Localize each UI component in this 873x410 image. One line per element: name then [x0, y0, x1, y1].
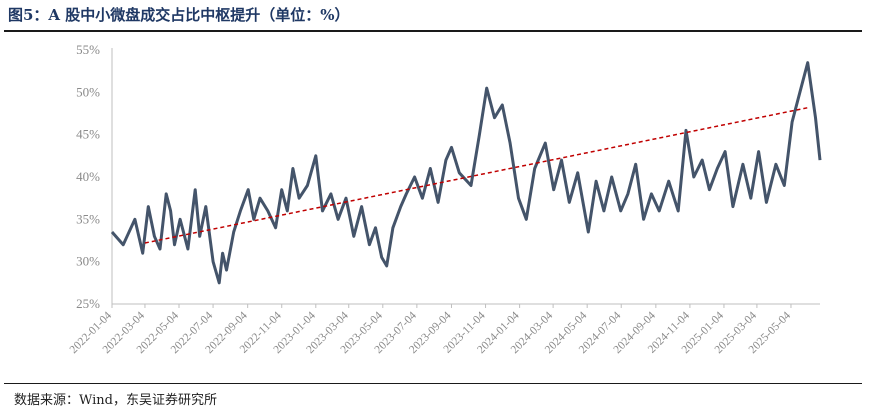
figure-title: 图5：A 股中小微盘成交占比中枢提升（单位：%） [8, 6, 350, 24]
y-tick-label: 55% [76, 42, 100, 57]
y-tick-labels: 25% 30% 35% 40% 45% 50% 55% [76, 42, 100, 311]
plot-area [110, 61, 822, 285]
y-tick-label: 25% [76, 296, 100, 311]
y-tick-label: 35% [76, 211, 100, 226]
series-line [110, 61, 822, 285]
chart-axes [111, 48, 820, 305]
y-tick-label: 30% [76, 254, 100, 269]
y-tick-label: 45% [76, 127, 100, 142]
title-rule [4, 30, 862, 32]
x-tick-labels: 2022-01-042022-03-042022-05-042022-07-04… [68, 304, 793, 356]
trend-line [144, 106, 809, 244]
footer-rule [4, 383, 862, 384]
source-note: 数据来源：Wind，东吴证券研究所 [14, 393, 217, 408]
y-tick-label: 50% [76, 84, 100, 99]
y-tick-label: 40% [76, 169, 100, 184]
